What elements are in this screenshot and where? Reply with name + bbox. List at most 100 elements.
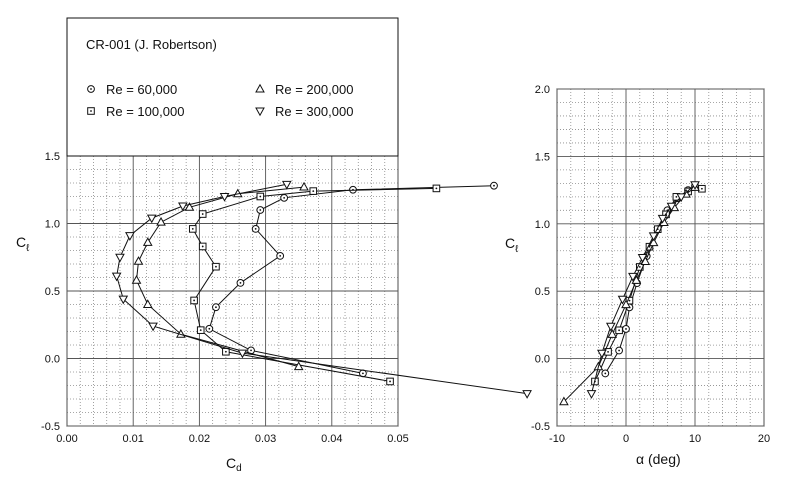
left-x-tick-label: 0.01: [122, 433, 143, 445]
left-series: [111, 180, 532, 399]
left-point-re-300-000: [237, 349, 248, 359]
right-point-re-100-000: [615, 326, 623, 335]
left-point-re-300-000: [111, 272, 122, 282]
left-point-re-100-000: [432, 184, 441, 193]
right-point-re-60-000: [622, 325, 630, 333]
right-y-tick-label: 0.5: [535, 286, 550, 298]
legend-title: CR-001 (J. Robertson): [86, 37, 217, 52]
left-x-axis-label: Cd: [226, 455, 242, 474]
right-point-re-300-000: [657, 214, 668, 224]
right-point-re-300-000: [676, 193, 687, 203]
legend-entries: Re = 60,000 Re = 100,000 Re = 200,000 Re = …: [87, 82, 353, 119]
right-y-tick-label: 1.5: [535, 151, 550, 163]
right-point-re-300-000: [666, 202, 677, 212]
legend-entry-re-300-000: Re = 300,000: [255, 104, 353, 119]
left-x-tick-label: 0.00: [56, 433, 77, 445]
right-series: [559, 181, 706, 406]
left-point-re-60-000: [251, 225, 260, 233]
legend-marker-re-300-000: [255, 107, 265, 117]
right-series-re-60-000: [601, 182, 699, 378]
legend-label-re-60-000: Re = 60,000: [106, 82, 177, 97]
right-line-re-300-000: [591, 184, 696, 394]
right-point-re-60-000: [601, 369, 610, 378]
left-series-re-60-000: [205, 181, 498, 378]
left-point-re-300-000: [118, 295, 129, 305]
right-point-re-300-000: [648, 232, 659, 242]
left-point-re-200-000: [299, 181, 309, 191]
left-point-re-200-000: [156, 216, 166, 226]
right-point-re-200-000: [631, 275, 642, 284]
left-point-re-100-000: [256, 192, 265, 201]
left-series-re-100-000: [188, 184, 441, 386]
right-series-re-300-000: [586, 181, 700, 399]
right-point-re-300-000: [637, 254, 648, 263]
left-point-re-100-000: [212, 262, 220, 271]
right-point-re-300-000: [628, 272, 638, 282]
left-point-re-100-000: [309, 187, 318, 195]
left-point-re-200-000: [133, 256, 144, 265]
left-point-re-100-000: [188, 225, 197, 233]
legend-marker-re-60-000: [87, 85, 95, 93]
right-point-re-100-000: [698, 184, 706, 193]
right-y-tick-label: -0.5: [531, 421, 550, 433]
left-point-re-60-000: [276, 252, 285, 260]
left-series-re-300-000: [111, 180, 532, 399]
right-point-re-200-000: [559, 396, 569, 406]
legend-entry-re-100-000: Re = 100,000: [87, 104, 184, 119]
left-point-re-100-000: [198, 210, 207, 218]
left-x-tick-label: 0.05: [387, 433, 408, 445]
left-point-re-200-000: [142, 237, 153, 246]
left-point-re-300-000: [281, 180, 292, 190]
left-point-re-300-000: [125, 232, 135, 241]
left-point-re-100-000: [386, 377, 394, 386]
legend-entry-re-200-000: Re = 200,000: [255, 82, 353, 97]
left-tick-labels: 0.00 0.01 0.02 0.03 0.04 0.05 -0.5 0.0 0.5 1.0 1.5: [41, 151, 409, 445]
left-point-re-200-000: [131, 274, 142, 284]
left-point-re-60-000: [212, 303, 220, 312]
left-point-re-300-000: [219, 193, 230, 202]
left-x-tick-label: 0.03: [255, 433, 276, 445]
legend-label-re-200-000: Re = 200,000: [275, 82, 353, 97]
legend-marker-re-200-000: [255, 83, 265, 93]
right-x-axis-label: α (deg): [636, 451, 681, 467]
left-point-re-100-000: [190, 296, 198, 305]
legend-label-re-100-000: Re = 100,000: [106, 104, 184, 119]
right-y-tick-label: 0.0: [535, 354, 550, 366]
legend-box: [66, 17, 399, 157]
left-point-re-300-000: [146, 214, 157, 224]
left-y-tick-label: 0.5: [45, 286, 60, 298]
right-point-re-300-000: [605, 322, 616, 332]
right-grid: [556, 88, 765, 427]
left-point-re-100-000: [198, 242, 207, 251]
left-point-re-60-000: [205, 324, 214, 333]
right-point-re-200-000: [607, 329, 618, 338]
right-plot-frame: [556, 88, 765, 427]
left-point-re-300-000: [148, 322, 158, 332]
right-point-re-200-000: [621, 299, 631, 309]
left-y-tick-label: 1.5: [45, 151, 60, 163]
left-y-tick-label: -0.5: [41, 421, 60, 433]
left-point-re-100-000: [196, 326, 205, 334]
left-point-re-60-000: [280, 193, 289, 202]
left-point-re-60-000: [490, 181, 498, 190]
right-y-tick-label: 1.0: [535, 219, 550, 231]
left-point-re-300-000: [522, 390, 532, 399]
right-x-tick-label: 10: [689, 433, 701, 445]
left-y-axis-label: Cℓ: [16, 234, 30, 254]
left-y-tick-label: 1.0: [45, 219, 60, 231]
right-x-tick-label: -10: [549, 433, 565, 445]
left-y-tick-label: 0.0: [45, 354, 60, 366]
right-point-re-300-000: [586, 390, 597, 399]
right-point-re-200-000: [648, 237, 659, 247]
right-tick-labels: -10 0 10 20 -0.5 0.0 0.5 1.0 1.5 2.0: [531, 84, 770, 445]
legend-marker-re-100-000: [87, 107, 95, 115]
cd-polar-chart: 0.00 0.01 0.02 0.03 0.04 0.05 -0.5 0.0 0.5 1.0 1.5…: [16, 151, 532, 474]
left-x-tick-label: 0.02: [189, 433, 210, 445]
left-point-re-100-000: [222, 347, 230, 356]
left-x-tick-label: 0.04: [321, 433, 342, 445]
right-point-re-300-000: [617, 295, 628, 305]
left-point-re-200-000: [142, 299, 153, 308]
left-series-re-200-000: [131, 181, 309, 371]
left-point-re-200-000: [293, 361, 304, 371]
